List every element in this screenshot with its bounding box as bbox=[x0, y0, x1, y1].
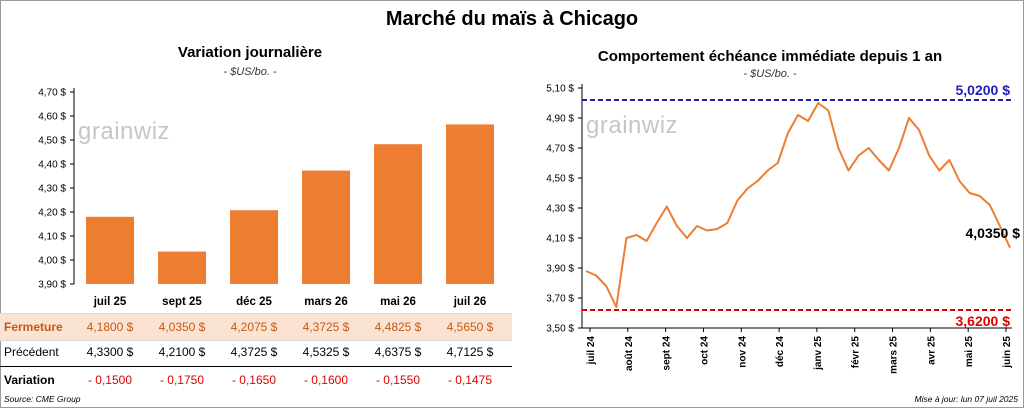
closing-value: 4,2075 $ bbox=[230, 320, 278, 334]
bar bbox=[446, 124, 494, 285]
previous-value: 4,5325 $ bbox=[302, 345, 350, 359]
right-chart-unit: - $US/bo. - bbox=[743, 68, 797, 80]
x-tick-label: déc 24 bbox=[775, 336, 786, 368]
variation-row: Variation - 0,1500 - 0,1750 - 0,1650 - 0,16… bbox=[0, 366, 512, 393]
variation-value: - 0,1500 bbox=[87, 373, 133, 387]
right-watermark: grainwiz bbox=[586, 112, 679, 139]
price-series-line bbox=[585, 102, 1011, 308]
x-tick-label: oct 24 bbox=[699, 336, 710, 365]
x-tick-label: mars 25 bbox=[889, 336, 900, 374]
variation-label: Variation bbox=[4, 373, 55, 387]
low-reference-label: 3,6200 $ bbox=[956, 313, 1011, 329]
previous-value: 4,3725 $ bbox=[230, 345, 278, 359]
x-tick-label: mai 25 bbox=[964, 336, 975, 368]
previous-value: 4,3300 $ bbox=[86, 345, 134, 359]
left-chart-title: Variation journalière bbox=[177, 44, 323, 61]
update-note: Mise à jour: lun 07 juil 2025 bbox=[914, 394, 1018, 404]
x-category-label: déc 25 bbox=[236, 296, 272, 308]
page-title: Marché du maïs à Chicago bbox=[385, 8, 639, 30]
bar-chart: 3,90 $ 4,00 $ 4,10 $ 4,20 $ 4,30 $ 4,40 $ 4,50… bbox=[38, 88, 494, 291]
bar bbox=[86, 216, 134, 284]
y-tick-label: 4,00 $ bbox=[38, 256, 66, 267]
x-tick-label: juil 24 bbox=[586, 336, 597, 366]
x-category-label: mars 26 bbox=[304, 296, 348, 308]
closing-label: Fermeture bbox=[4, 320, 63, 334]
left-chart-unit: - $US/bo. - bbox=[223, 66, 277, 78]
y-tick-label: 3,50 $ bbox=[546, 324, 574, 335]
bar bbox=[374, 144, 422, 284]
y-tick-label: 4,20 $ bbox=[38, 208, 66, 219]
x-tick-label: févr 25 bbox=[851, 336, 862, 369]
closing-value: 4,0350 $ bbox=[158, 320, 206, 334]
previous-row: Précédent 4,3300 $ 4,2100 $ 4,3725 $ 4,5325… bbox=[0, 339, 512, 365]
previous-value: 4,6375 $ bbox=[374, 345, 422, 359]
source-note: Source: CME Group bbox=[4, 394, 81, 404]
y-tick-label: 4,50 $ bbox=[546, 174, 574, 185]
x-tick-label: août 24 bbox=[624, 336, 635, 371]
previous-value: 4,2100 $ bbox=[158, 345, 206, 359]
x-tick-label: nov 24 bbox=[737, 336, 748, 368]
y-tick-label: 4,10 $ bbox=[38, 232, 66, 243]
y-tick-label: 3,90 $ bbox=[546, 264, 574, 275]
variation-value: - 0,1475 bbox=[447, 373, 493, 387]
left-watermark: grainwiz bbox=[78, 118, 171, 145]
closing-value: 4,4825 $ bbox=[374, 320, 422, 334]
x-tick-label: sept 24 bbox=[662, 336, 673, 371]
previous-value: 4,7125 $ bbox=[446, 345, 494, 359]
closing-value: 4,3725 $ bbox=[302, 320, 350, 334]
bar bbox=[230, 210, 278, 284]
variation-value: - 0,1650 bbox=[231, 373, 277, 387]
x-category-label: sept 25 bbox=[162, 296, 202, 308]
x-tick-label: janv 25 bbox=[813, 336, 824, 371]
variation-value: - 0,1550 bbox=[375, 373, 421, 387]
bar bbox=[302, 170, 350, 284]
y-tick-label: 4,70 $ bbox=[38, 88, 66, 99]
y-tick-label: 5,10 $ bbox=[546, 84, 574, 95]
x-category-label: juil 26 bbox=[453, 296, 487, 308]
closing-value: 4,1800 $ bbox=[86, 320, 134, 334]
y-tick-label: 4,40 $ bbox=[38, 160, 66, 171]
variation-value: - 0,1600 bbox=[303, 373, 349, 387]
y-tick-label: 4,10 $ bbox=[546, 234, 574, 245]
x-tick-label: avr 25 bbox=[926, 336, 937, 365]
y-tick-label: 4,90 $ bbox=[546, 114, 574, 125]
closing-value: 4,5650 $ bbox=[446, 320, 494, 334]
y-tick-label: 4,50 $ bbox=[38, 136, 66, 147]
line-chart: 3,50 $ 3,70 $ 3,90 $ 4,10 $ 4,30 $ 4,50 $ 4,70… bbox=[546, 82, 1021, 374]
x-category-label: mai 26 bbox=[380, 296, 416, 308]
high-reference-label: 5,0200 $ bbox=[956, 82, 1011, 98]
closing-row: Fermeture 4,1800 $ 4,0350 $ 4,2075 $ 4,3725… bbox=[0, 313, 512, 341]
right-chart-title: Comportement échéance immédiate depuis 1… bbox=[597, 48, 943, 65]
y-tick-label: 4,30 $ bbox=[38, 184, 66, 195]
x-category-label: juil 25 bbox=[93, 296, 127, 308]
last-value-label: 4,0350 $ bbox=[966, 225, 1021, 241]
y-tick-label: 4,30 $ bbox=[546, 204, 574, 215]
bar bbox=[158, 251, 206, 284]
y-tick-label: 3,70 $ bbox=[546, 294, 574, 305]
variation-value: - 0,1750 bbox=[159, 373, 205, 387]
y-tick-label: 4,70 $ bbox=[546, 144, 574, 155]
previous-label: Précédent bbox=[4, 345, 59, 359]
y-tick-label: 4,60 $ bbox=[38, 112, 66, 123]
y-tick-label: 3,90 $ bbox=[38, 280, 66, 291]
x-tick-label: juin 25 bbox=[1002, 336, 1013, 369]
